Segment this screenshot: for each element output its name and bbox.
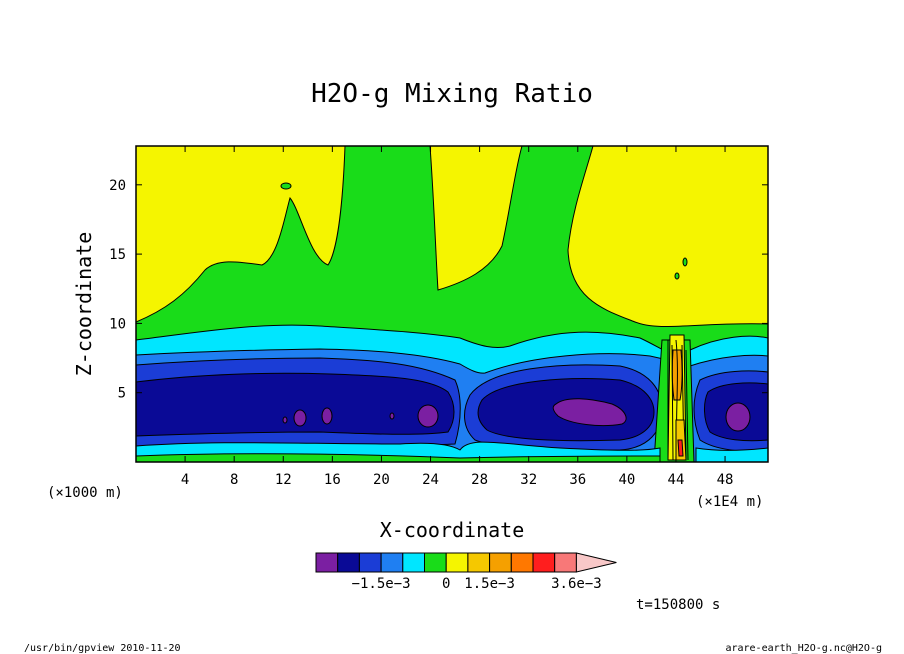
field-green-speck-1: [682, 257, 688, 267]
colorbar-swatch: [424, 552, 447, 573]
x-tick-label: 12: [275, 472, 292, 488]
colorbar-swatch: [358, 552, 382, 573]
x-axis-label: X-coordinate: [380, 518, 525, 542]
colorbar-swatch: [445, 552, 469, 573]
x-tick-label: 40: [618, 472, 635, 488]
x-tick-label: 20: [373, 472, 390, 488]
x-tick-label: 24: [422, 472, 439, 488]
time-label: t=150800 s: [636, 597, 720, 613]
field-purple-blob-7: [725, 402, 751, 432]
footer-left: /usr/bin/gpview 2010-11-20: [24, 643, 181, 654]
x-unit-label: (×1000 m): [47, 485, 123, 501]
colorbar-swatch: [380, 552, 404, 573]
colorbar-swatch: [489, 552, 512, 573]
x-factor-label: (×1E4 m): [696, 494, 763, 510]
field-purple-blob-6: [552, 398, 627, 427]
field-green-speck-2: [674, 272, 680, 280]
x-tick-label: 8: [230, 472, 238, 488]
field-column-lines: [667, 339, 689, 461]
colorbar-arrow: [575, 552, 617, 573]
field-column-red: [677, 439, 684, 457]
field-purple-blob-4: [282, 416, 288, 424]
plot-frame: [135, 145, 769, 463]
colorbar-swatch: [554, 552, 577, 573]
y-tick-label: 15: [109, 247, 126, 263]
x-tick-label: 48: [717, 472, 734, 488]
colorbar-swatch: [510, 552, 534, 573]
field-navy-core-left: [136, 372, 455, 437]
colorbar-label: 3.6e−3: [551, 576, 602, 592]
y-axis-label: Z-coordinate: [72, 232, 96, 377]
colorbar-swatch: [315, 552, 339, 573]
colorbar-label: 1.5e−3: [464, 576, 515, 592]
y-tick-label: 10: [109, 316, 126, 332]
colorbar-swatch: [402, 552, 425, 573]
chart-title: H2O-g Mixing Ratio: [311, 79, 593, 109]
x-tick-label: 4: [181, 472, 189, 488]
y-tick-label: 20: [109, 178, 126, 194]
colorbar-swatch: [467, 552, 491, 573]
x-tick-label: 28: [471, 472, 488, 488]
x-tick-label: 44: [668, 472, 685, 488]
field-bottom-right: [695, 447, 768, 462]
x-tick-label: 32: [520, 472, 537, 488]
x-tick-label: 16: [324, 472, 341, 488]
colorbar-swatch: [532, 552, 556, 573]
field-purple-blob-3: [417, 404, 439, 428]
y-tick-label: 5: [118, 386, 126, 402]
field-purple-blob-5: [389, 412, 395, 420]
field-green-isle: [280, 182, 292, 190]
colorbar-label: −1.5e−3: [352, 576, 411, 592]
x-tick-label: 36: [569, 472, 586, 488]
colorbar: −1.5e−3 0 1.5e−3 3.6e−3: [315, 552, 617, 592]
footer-right: arare-earth_H2O-g.nc@H2O-g: [725, 643, 882, 654]
field-purple-blob-1: [293, 409, 307, 427]
colorbar-swatch: [337, 552, 360, 573]
colorbar-label: 0: [442, 576, 450, 592]
plot-area: [136, 146, 768, 462]
field-purple-blob-2: [321, 407, 333, 425]
